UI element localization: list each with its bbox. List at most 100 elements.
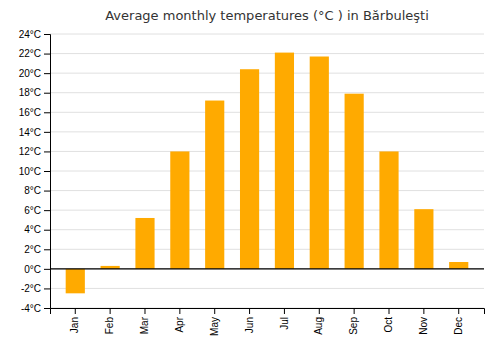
x-tick-label: Feb xyxy=(104,317,115,335)
x-tick-label: Jan xyxy=(69,317,80,333)
y-tick-label: 14°C xyxy=(19,127,41,138)
x-tick-mark xyxy=(75,308,76,314)
y-tick-label: 10°C xyxy=(19,166,41,177)
x-tick: Feb xyxy=(104,308,115,334)
x-tick: Jun xyxy=(244,308,255,333)
x-tick-label: Oct xyxy=(383,317,394,333)
x-tick-mark xyxy=(354,308,355,314)
x-axis-line xyxy=(51,309,485,315)
y-tick-mark xyxy=(44,288,50,289)
y-tick-label: 0°C xyxy=(24,264,41,275)
x-tick: May xyxy=(209,308,220,336)
bar xyxy=(135,218,154,269)
x-tick-label: Apr xyxy=(174,316,185,332)
y-tick-mark xyxy=(44,73,50,74)
x-tick: Nov xyxy=(418,308,429,335)
bar xyxy=(310,57,329,269)
x-tick-label: Mar xyxy=(139,316,150,334)
y-tick-mark xyxy=(44,210,50,211)
x-tick: Apr xyxy=(174,308,185,333)
y-tick-label: 2°C xyxy=(24,244,41,255)
x-tick: Oct xyxy=(383,308,394,333)
y-tick: 6°C xyxy=(24,205,50,216)
x-tick-mark xyxy=(110,308,111,314)
y-tick: 8°C xyxy=(24,185,50,196)
y-tick: 16°C xyxy=(19,107,50,118)
y-tick-mark xyxy=(44,112,50,113)
y-tick: 24°C xyxy=(19,29,50,40)
y-tick-mark xyxy=(44,132,50,133)
bars xyxy=(50,53,484,294)
y-tick-mark xyxy=(44,249,50,250)
y-axis-line xyxy=(44,35,51,309)
y-tick-label: 12°C xyxy=(19,146,41,157)
x-tick-label: Jul xyxy=(279,317,290,330)
y-tick-label: 8°C xyxy=(24,185,41,196)
x-tick-mark xyxy=(214,308,215,314)
y-tick-label: 18°C xyxy=(19,87,41,98)
bar xyxy=(205,101,224,269)
x-tick-label: Jun xyxy=(244,317,255,333)
y-tick-label: -2°C xyxy=(21,283,41,294)
y-tick: 2°C xyxy=(24,244,50,255)
x-tick: Dec xyxy=(453,308,464,335)
x-tick: Jul xyxy=(279,308,290,330)
grid-line xyxy=(50,268,484,269)
y-tick-label: 20°C xyxy=(19,68,41,79)
x-tick-mark xyxy=(144,308,145,314)
y-tick: 18°C xyxy=(19,87,50,98)
y-tick-mark xyxy=(44,191,50,192)
y-tick-mark xyxy=(44,34,50,35)
y-axis: -4°C -2°C 0°C 2°C 4°C 6°C 8°C 10°C 12°C 14°C 16°C 1… xyxy=(19,29,51,314)
x-tick-label: Sep xyxy=(348,317,359,335)
grid-line xyxy=(50,288,484,289)
grid-line xyxy=(50,171,484,172)
bar xyxy=(379,151,398,268)
grid-line xyxy=(50,112,484,113)
y-tick: 22°C xyxy=(19,48,50,59)
title: Average monthly temperatures (°C ) in Bă… xyxy=(105,8,429,23)
x-tick-label: May xyxy=(209,317,220,336)
y-tick-mark xyxy=(44,54,50,55)
y-tick-label: 16°C xyxy=(19,107,41,118)
y-tick-mark xyxy=(44,93,50,94)
x-tick-label: Dec xyxy=(453,317,464,335)
bar xyxy=(449,262,468,269)
y-tick-label: -4°C xyxy=(21,303,41,314)
y-tick: 0°C xyxy=(24,264,50,275)
plot: -4°C -2°C 0°C 2°C 4°C 6°C 8°C 10°C 12°C 14°C 16°C 1… xyxy=(19,29,485,336)
x-tick-mark xyxy=(423,308,424,314)
y-tick-label: 22°C xyxy=(19,48,41,59)
x-tick-label: Aug xyxy=(313,317,324,335)
y-tick-mark xyxy=(44,171,50,172)
grid-line xyxy=(50,53,484,54)
x-tick: Aug xyxy=(313,308,324,335)
grid-line xyxy=(50,190,484,191)
y-tick: 4°C xyxy=(24,224,50,235)
grid-line xyxy=(50,34,484,35)
grid-line xyxy=(50,131,484,132)
bar xyxy=(66,269,85,293)
y-tick: 14°C xyxy=(19,127,50,138)
x-tick-mark xyxy=(179,308,180,314)
x-tick-mark xyxy=(319,308,320,314)
bar xyxy=(275,53,294,269)
y-tick-label: 24°C xyxy=(19,29,41,40)
grid-line xyxy=(50,151,484,152)
grid-line xyxy=(50,73,484,74)
x-tick: Jan xyxy=(69,308,80,333)
y-tick: -2°C xyxy=(21,283,50,294)
bar xyxy=(345,94,364,269)
grid xyxy=(50,34,484,308)
x-tick-label: Nov xyxy=(418,317,429,335)
x-tick-mark xyxy=(249,308,250,314)
x-axis: Jan Feb Mar Apr May Jun Jul Aug Sep Oct Nov Dec xyxy=(51,308,485,336)
y-tick: 20°C xyxy=(19,68,50,79)
zero-line xyxy=(50,268,484,269)
y-tick: 10°C xyxy=(19,166,50,177)
chart: -4°C -2°C 0°C 2°C 4°C 6°C 8°C 10°C 12°C 14°C 16°C 1… xyxy=(0,0,500,350)
grid-line xyxy=(50,92,484,93)
x-tick-mark xyxy=(389,308,390,314)
bar xyxy=(170,151,189,268)
x-tick-mark xyxy=(284,308,285,314)
